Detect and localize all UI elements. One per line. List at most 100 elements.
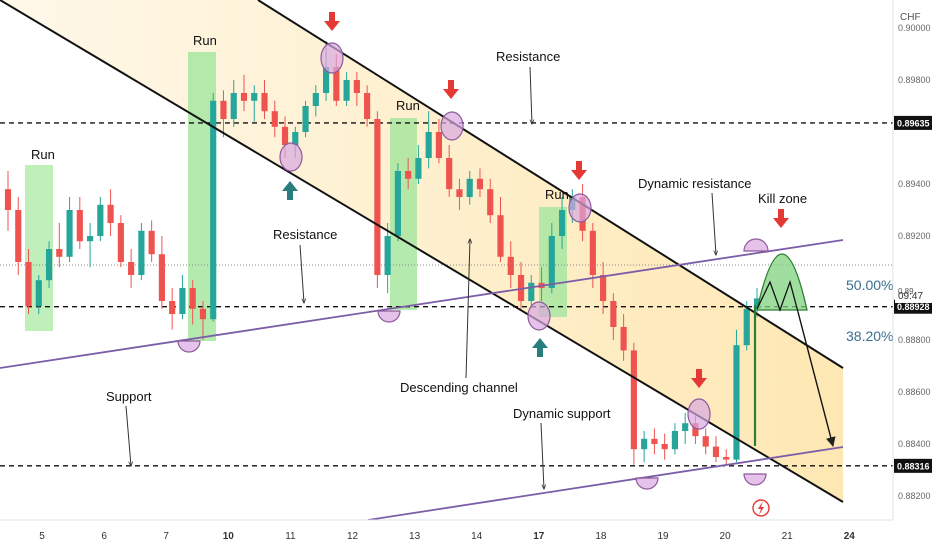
price-axis-panel xyxy=(893,0,932,550)
candle-body xyxy=(712,446,720,457)
descending-channel-pointer xyxy=(465,239,470,379)
candle-body xyxy=(322,67,330,93)
candle-body xyxy=(753,298,761,309)
touch-half-circle xyxy=(635,477,659,490)
candle-body xyxy=(230,93,237,119)
down-arrows xyxy=(324,12,789,388)
support-label: Support xyxy=(106,389,152,404)
candle-body xyxy=(394,171,401,236)
price-levels xyxy=(0,122,893,467)
fib-38-label: 38.20% xyxy=(846,328,893,344)
y-tick-label: 0.88800 xyxy=(898,335,931,345)
touch-circles xyxy=(177,42,769,490)
down-arrow-icon xyxy=(571,161,587,180)
candle-body xyxy=(476,178,484,190)
candle-body xyxy=(312,93,319,106)
x-tick-label: 6 xyxy=(101,531,107,542)
candle-body xyxy=(661,444,668,450)
candle-body xyxy=(76,210,83,242)
dynamic-support-line xyxy=(367,446,844,521)
dynamic-resistance-line xyxy=(0,239,844,369)
candle-body xyxy=(425,132,432,158)
lightning-icon xyxy=(758,501,764,515)
annotation-labels: Run Run Run Run Resistance Resistance Dy… xyxy=(31,33,807,421)
price-level-badge xyxy=(894,115,932,130)
touch-half-circle xyxy=(743,473,767,486)
price-level-badge-label: 0.88316 xyxy=(897,461,930,471)
event-marker xyxy=(752,499,770,517)
candle-body xyxy=(56,249,63,257)
candle-body xyxy=(743,308,750,346)
down-arrow-icon xyxy=(691,369,707,388)
touch-circle xyxy=(320,42,344,74)
candle-body xyxy=(507,256,514,275)
current-price-badge: 0.89 09:47 xyxy=(895,285,932,303)
candle-body xyxy=(446,158,453,190)
fib-50-label: 50.00% xyxy=(846,277,893,293)
candle-body xyxy=(733,345,740,460)
candle-body xyxy=(251,93,258,101)
up-arrows xyxy=(282,181,548,357)
dynamic-support-label: Dynamic support xyxy=(513,406,611,421)
projection-arrow xyxy=(797,311,836,447)
down-arrow-icon xyxy=(773,209,789,228)
annotation-pointers xyxy=(125,66,716,489)
x-tick-label: 13 xyxy=(409,531,421,542)
touch-half-circle xyxy=(743,238,769,252)
candle-body xyxy=(610,301,617,327)
candle-body xyxy=(528,282,535,301)
candle-body xyxy=(128,262,135,275)
price-level-badge-label: 0.88928 xyxy=(897,302,930,312)
candle-body xyxy=(66,210,73,257)
candle-body xyxy=(620,327,627,351)
candle-body xyxy=(353,80,360,93)
candle-body xyxy=(169,301,176,314)
price-level-badge-label: 0.89635 xyxy=(897,118,930,128)
current-price-label: 0.89 xyxy=(898,287,914,296)
candle-body xyxy=(589,230,596,275)
x-tick-label: 12 xyxy=(347,531,359,542)
candle-body xyxy=(364,93,371,119)
candle-body xyxy=(497,215,504,257)
price-level-badge xyxy=(894,299,932,314)
candle-body xyxy=(210,100,217,320)
run-label-4: Run xyxy=(545,187,569,202)
candle-body xyxy=(97,204,104,236)
candle-body xyxy=(641,438,648,450)
x-tick-label: 18 xyxy=(595,531,607,542)
candle-body xyxy=(138,230,145,275)
candle-body xyxy=(600,275,607,301)
candle-body xyxy=(45,249,53,281)
countdown-label: 09:47 xyxy=(898,291,923,302)
x-tick-label: 7 xyxy=(163,531,169,542)
candle-body xyxy=(117,223,124,262)
candle-body xyxy=(333,67,340,101)
support-pointer xyxy=(125,405,131,466)
touch-circle xyxy=(279,142,303,172)
candle-body xyxy=(292,132,299,145)
candle-body xyxy=(374,119,381,275)
price-level-badges: 0.89635 0.88928 0.88316 xyxy=(894,115,932,473)
candle-body xyxy=(179,288,186,314)
x-tick-label: 24 xyxy=(844,531,856,542)
candle-body xyxy=(548,236,555,288)
candle-body xyxy=(199,308,207,320)
candle-body xyxy=(384,236,391,275)
touch-circle xyxy=(568,193,592,223)
candle-body xyxy=(271,111,278,127)
candle-body xyxy=(158,254,165,301)
kill-zone-projection xyxy=(756,279,799,313)
dynamic-resistance-pointer xyxy=(711,192,716,255)
candle-body xyxy=(107,204,114,223)
x-tick-label: 19 xyxy=(657,531,669,542)
y-tick-label: 0.89800 xyxy=(898,75,931,85)
y-tick-label: 0.89400 xyxy=(898,179,931,189)
candle-body xyxy=(466,178,473,197)
run-label-2: Run xyxy=(193,33,217,48)
resistance-top-label: Resistance xyxy=(496,49,560,64)
kill-zone xyxy=(753,253,836,447)
currency-label: CHF xyxy=(900,12,921,23)
candle-body xyxy=(4,189,12,210)
touch-circle xyxy=(687,398,711,430)
